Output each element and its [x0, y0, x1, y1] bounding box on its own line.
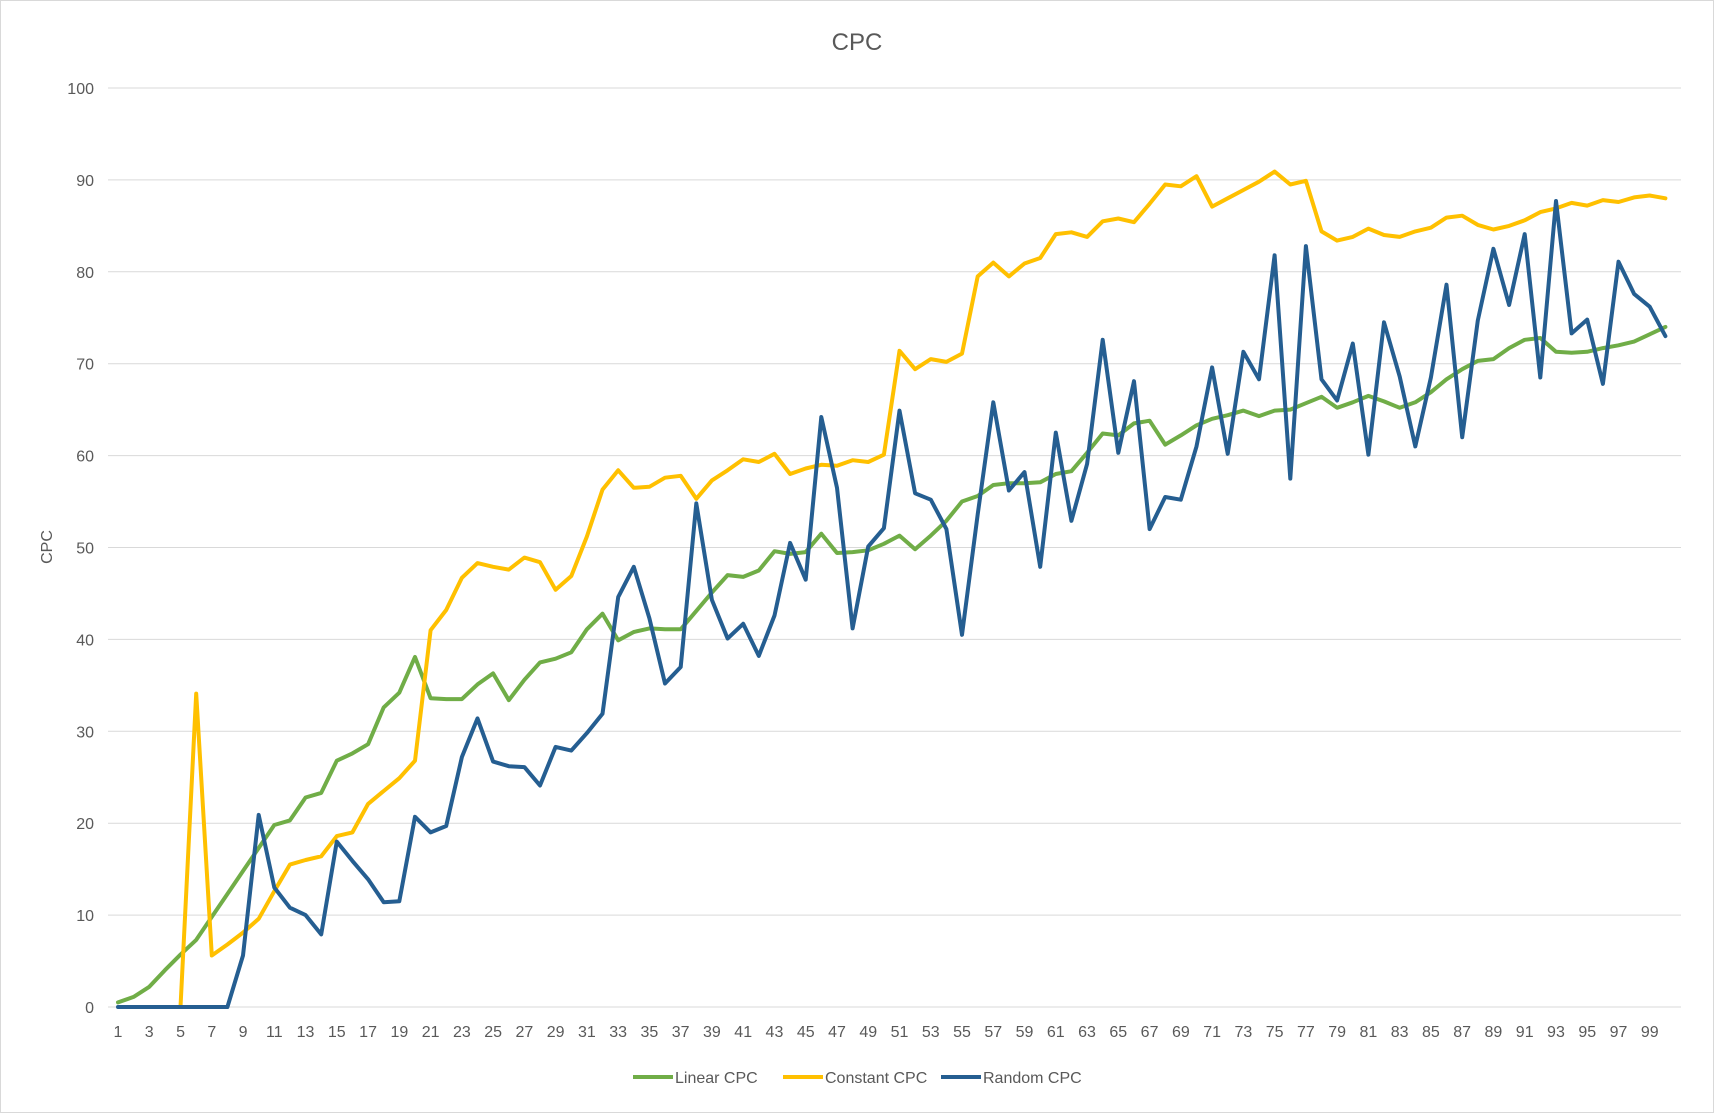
- x-tick-label: 85: [1422, 1024, 1440, 1041]
- x-tick-label: 83: [1391, 1024, 1409, 1041]
- x-tick-label: 3: [145, 1024, 154, 1041]
- x-tick-label: 29: [547, 1024, 565, 1041]
- legend: Linear CPC Constant CPC Random CPC: [633, 1070, 1082, 1087]
- legend-label: Linear CPC: [675, 1070, 758, 1087]
- y-tick-label: 80: [76, 265, 94, 282]
- legend-label: Random CPC: [983, 1070, 1082, 1087]
- x-tick-label: 1: [114, 1024, 123, 1041]
- x-tick-label: 87: [1453, 1024, 1471, 1041]
- x-tick-label: 49: [859, 1024, 877, 1041]
- x-tick-label: 93: [1547, 1024, 1565, 1041]
- x-tick-label: 71: [1203, 1024, 1221, 1041]
- x-tick-label: 27: [515, 1024, 533, 1041]
- x-tick-label: 7: [207, 1024, 216, 1041]
- x-tick-label: 53: [922, 1024, 940, 1041]
- series-line-linear-cpc: [116, 324, 1668, 1005]
- x-tick-label: 75: [1266, 1024, 1284, 1041]
- x-tick-label: 13: [297, 1024, 315, 1041]
- x-tick-label: 41: [734, 1024, 752, 1041]
- x-axis-ticks: 1 3 5 7 9 11 13 15 17 19 21 23 25 27 29 31 33 35 37 39 41 43 4…: [114, 1024, 1659, 1041]
- y-tick-label: 30: [76, 724, 94, 741]
- x-tick-label: 99: [1641, 1024, 1659, 1041]
- chart-title: CPC: [832, 29, 883, 56]
- legend-label: Constant CPC: [825, 1070, 927, 1087]
- x-tick-label: 11: [266, 1024, 283, 1041]
- x-tick-label: 55: [953, 1024, 971, 1041]
- y-tick-label: 10: [76, 908, 94, 925]
- x-tick-label: 59: [1016, 1024, 1034, 1041]
- x-tick-label: 15: [328, 1024, 346, 1041]
- y-tick-label: 100: [67, 81, 94, 98]
- y-tick-label: 90: [76, 173, 94, 190]
- x-tick-label: 63: [1078, 1024, 1096, 1041]
- x-tick-label: 73: [1234, 1024, 1252, 1041]
- x-tick-label: 31: [578, 1024, 596, 1041]
- y-tick-label: 50: [76, 541, 94, 558]
- y-tick-label: 0: [85, 1000, 94, 1017]
- x-tick-label: 65: [1109, 1024, 1127, 1041]
- x-tick-label: 37: [672, 1024, 690, 1041]
- x-tick-label: 35: [641, 1024, 659, 1041]
- x-tick-label: 79: [1328, 1024, 1346, 1041]
- x-tick-label: 33: [609, 1024, 627, 1041]
- y-tick-label: 60: [76, 449, 94, 466]
- x-tick-label: 57: [984, 1024, 1002, 1041]
- x-tick-label: 5: [176, 1024, 185, 1041]
- gridlines: [108, 87, 1681, 1008]
- series-line-constant-cpc: [178, 169, 1668, 1009]
- x-tick-label: 97: [1610, 1024, 1628, 1041]
- x-tick-label: 25: [484, 1024, 502, 1041]
- x-tick-label: 45: [797, 1024, 815, 1041]
- x-tick-label: 69: [1172, 1024, 1190, 1041]
- x-tick-label: 9: [239, 1024, 248, 1041]
- y-axis-ticks: 0 10 20 30 40 50 60 70 80 90 100: [67, 81, 94, 1017]
- x-tick-label: 51: [891, 1024, 909, 1041]
- x-tick-label: 89: [1485, 1024, 1503, 1041]
- y-axis-label: CPC: [39, 530, 56, 564]
- x-tick-label: 95: [1578, 1024, 1596, 1041]
- x-tick-label: 91: [1516, 1024, 1534, 1041]
- x-tick-label: 81: [1360, 1024, 1378, 1041]
- y-tick-label: 40: [76, 632, 94, 649]
- x-tick-label: 23: [453, 1024, 471, 1041]
- x-tick-label: 43: [766, 1024, 784, 1041]
- x-tick-label: 47: [828, 1024, 846, 1041]
- y-tick-label: 20: [76, 816, 94, 833]
- x-tick-label: 39: [703, 1024, 721, 1041]
- x-tick-label: 17: [359, 1024, 377, 1041]
- y-tick-label: 70: [76, 357, 94, 374]
- series-line-random-cpc: [116, 199, 1668, 1009]
- x-tick-label: 19: [390, 1024, 408, 1041]
- x-tick-label: 67: [1141, 1024, 1159, 1041]
- x-tick-label: 77: [1297, 1024, 1315, 1041]
- x-tick-label: 61: [1047, 1024, 1065, 1041]
- series-lines: [116, 169, 1668, 1009]
- x-tick-label: 21: [422, 1024, 440, 1041]
